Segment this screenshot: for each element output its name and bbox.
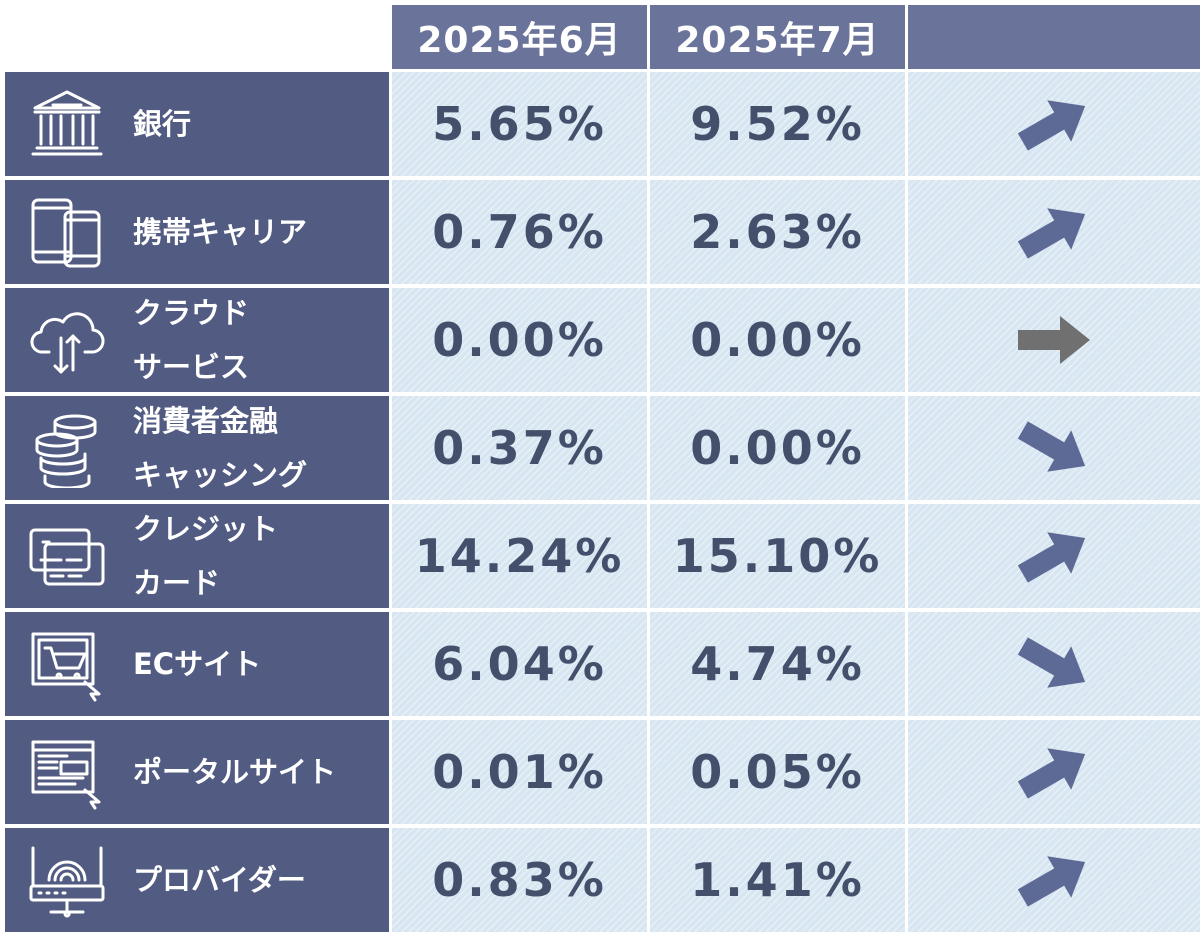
value-july: 9.52%: [650, 72, 905, 176]
row-label: 消費者金融キャッシング: [133, 396, 383, 500]
row-label-cell: クラウド サービス: [5, 288, 389, 392]
row-label-line: クラウド: [133, 296, 250, 330]
coin-stack-icon: [27, 408, 107, 490]
trend-arrow-up-icon: [1017, 100, 1086, 151]
shopping-cart-icon: [27, 624, 107, 704]
trend-cell: [908, 288, 1200, 392]
row-label-line: ECサイト: [133, 647, 262, 681]
row-label-cell: ECサイト: [5, 612, 389, 716]
value-june: 0.00%: [392, 288, 647, 392]
value-june: 14.24%: [392, 504, 647, 608]
row-label-line: クレジット: [133, 512, 279, 546]
row-label: 銀行: [133, 72, 383, 176]
row-label-cell: プロバイダー: [5, 828, 389, 932]
value-july: 0.00%: [650, 288, 905, 392]
row-label-cell: ポータルサイト: [5, 720, 389, 824]
bank-icon: [27, 84, 107, 164]
trend-arrow-flat-icon: [1018, 316, 1090, 364]
trend-cell: [908, 180, 1200, 284]
row-label: 携帯キャリア: [133, 180, 383, 284]
header-trend: [908, 5, 1200, 69]
row-label-line: ポータルサイト: [133, 755, 337, 789]
row-label: クラウド サービス: [133, 288, 383, 392]
table-row: クラウド サービス 0.00% 0.00%: [0, 288, 1200, 392]
row-label-cell: 携帯キャリア: [5, 180, 389, 284]
table-row: 銀行 5.65% 9.52%: [0, 72, 1200, 176]
value-june: 6.04%: [392, 612, 647, 716]
value-june: 0.01%: [392, 720, 647, 824]
row-label: ECサイト: [133, 612, 383, 716]
value-june: 0.83%: [392, 828, 647, 932]
row-label-line: 消費者金融: [133, 404, 279, 438]
value-june: 0.76%: [392, 180, 647, 284]
value-july: 4.74%: [650, 612, 905, 716]
trend-cell: [908, 720, 1200, 824]
header-july: 2025年7月: [650, 5, 905, 69]
row-label-cell: 消費者金融キャッシング: [5, 396, 389, 500]
row-label-line: 携帯キャリア: [133, 215, 308, 249]
value-june: 5.65%: [392, 72, 647, 176]
row-label-cell: 銀行: [5, 72, 389, 176]
router-icon: [27, 840, 107, 920]
row-label: ポータルサイト: [133, 720, 383, 824]
value-july: 2.63%: [650, 180, 905, 284]
trend-arrow-up-icon: [1017, 748, 1086, 799]
row-label-line: キャッシング: [133, 458, 308, 492]
web-portal-icon: [27, 732, 107, 812]
row-label-line: カード: [133, 566, 221, 600]
table-row: プロバイダー 0.83% 1.41%: [0, 828, 1200, 932]
trend-cell: [908, 504, 1200, 608]
trend-arrow-up-icon: [1017, 532, 1086, 583]
smartphone-icon: [27, 192, 107, 272]
row-label-cell: クレジット カード: [5, 504, 389, 608]
row-label-line: 銀行: [133, 107, 192, 141]
table-row: ポータルサイト 0.01% 0.05%: [0, 720, 1200, 824]
trend-arrow-up-icon: [1017, 856, 1086, 907]
trend-cell: [908, 828, 1200, 932]
credit-card-icon: [27, 516, 107, 596]
value-july: 0.05%: [650, 720, 905, 824]
row-label-line: サービス: [133, 350, 250, 384]
trend-cell: [908, 396, 1200, 500]
table-row: 携帯キャリア 0.76% 2.63%: [0, 180, 1200, 284]
row-label-line: プロバイダー: [133, 863, 306, 897]
trend-cell: [908, 612, 1200, 716]
value-july: 15.10%: [650, 504, 905, 608]
cloud-sync-icon: [27, 300, 107, 380]
table-row: クレジット カード 14.24% 15.10%: [0, 504, 1200, 608]
header-june: 2025年6月: [392, 5, 647, 69]
row-label: プロバイダー: [133, 828, 383, 932]
row-label: クレジット カード: [133, 504, 383, 608]
table-row: 消費者金融 キャッシング 0.37% 0.00%: [0, 396, 1200, 500]
value-july: 0.00%: [650, 396, 905, 500]
trend-arrow-up-icon: [1017, 208, 1086, 259]
trend-arrow-down-icon: [1017, 421, 1086, 472]
value-july: 1.41%: [650, 828, 905, 932]
value-june: 0.37%: [392, 396, 647, 500]
trend-arrow-down-icon: [1017, 637, 1086, 688]
table-row: ECサイト 6.04% 4.74%: [0, 612, 1200, 716]
trend-cell: [908, 72, 1200, 176]
